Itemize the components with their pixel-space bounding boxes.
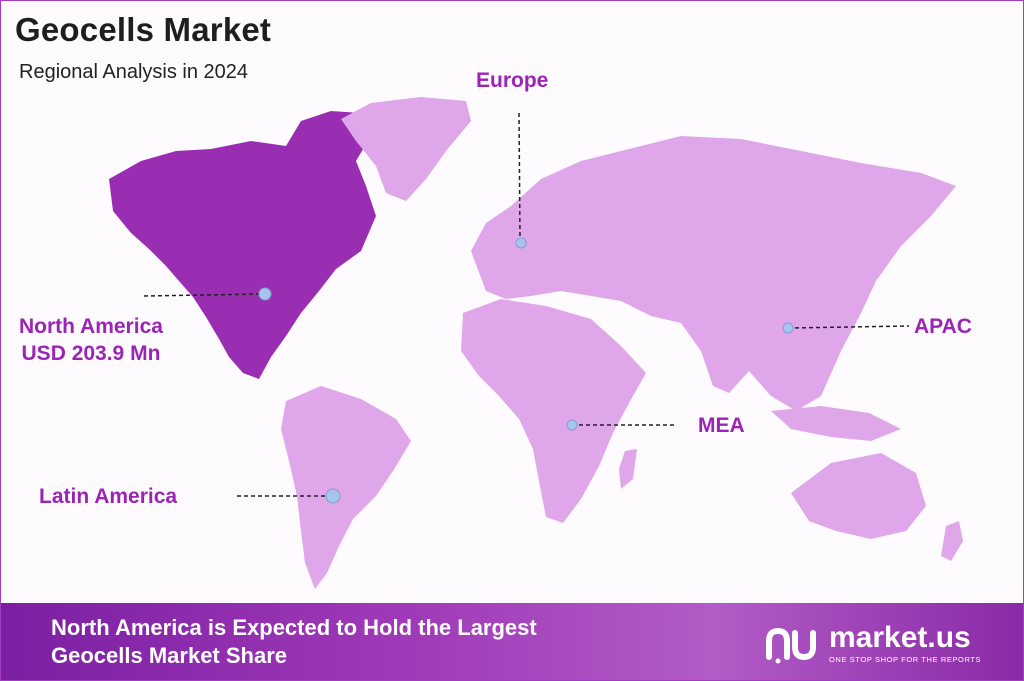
europe-name: Europe <box>476 69 549 92</box>
north-america-leader <box>143 293 264 297</box>
page-subtitle: Regional Analysis in 2024 <box>19 61 249 83</box>
map-madagascar <box>619 449 637 489</box>
map-africa <box>461 299 646 523</box>
north-america-name: North America <box>19 315 163 338</box>
mea-name: MEA <box>698 414 745 437</box>
world-map <box>109 97 963 589</box>
north-america-label: North America USD 203.9 Mn <box>19 313 163 367</box>
footer-headline: North America is Expected to Hold the La… <box>51 614 537 670</box>
north-america-marker <box>258 287 272 301</box>
map-new-zealand <box>941 521 963 561</box>
apac-name: APAC <box>914 315 972 338</box>
apac-marker <box>782 322 794 334</box>
brand-logo-block: market.us ONE STOP SHOP FOR THE REPORTS <box>763 618 981 668</box>
europe-marker <box>515 237 527 249</box>
mea-marker <box>566 419 578 431</box>
footer-line-2: Geocells Market Share <box>51 643 288 668</box>
europe-label: Europe <box>476 67 548 94</box>
map-north-america <box>109 111 376 379</box>
latin-america-marker <box>325 488 341 504</box>
north-america-value: USD 203.9 Mn <box>21 342 161 365</box>
map-australia <box>791 453 926 539</box>
brand-tagline: ONE STOP SHOP FOR THE REPORTS <box>829 654 982 664</box>
map-greenland <box>341 97 471 201</box>
footer-banner: North America is Expected to Hold the La… <box>1 603 1023 680</box>
market-us-logo-icon <box>766 627 816 664</box>
apac-label: APAC <box>914 313 972 340</box>
mea-label: MEA <box>698 412 745 439</box>
brand-name: market.us <box>829 620 971 654</box>
map-indonesia <box>771 406 901 441</box>
footer-line-1: North America is Expected to Hold the La… <box>51 615 537 640</box>
latin-america-name: Latin America <box>39 485 178 508</box>
latin-america-label: Latin America <box>39 483 177 510</box>
map-latin-america <box>281 386 411 589</box>
europe-leader <box>518 112 521 242</box>
map-eurasia <box>471 136 956 411</box>
page-title: Geocells Market <box>15 11 272 48</box>
apac-leader <box>787 325 910 329</box>
